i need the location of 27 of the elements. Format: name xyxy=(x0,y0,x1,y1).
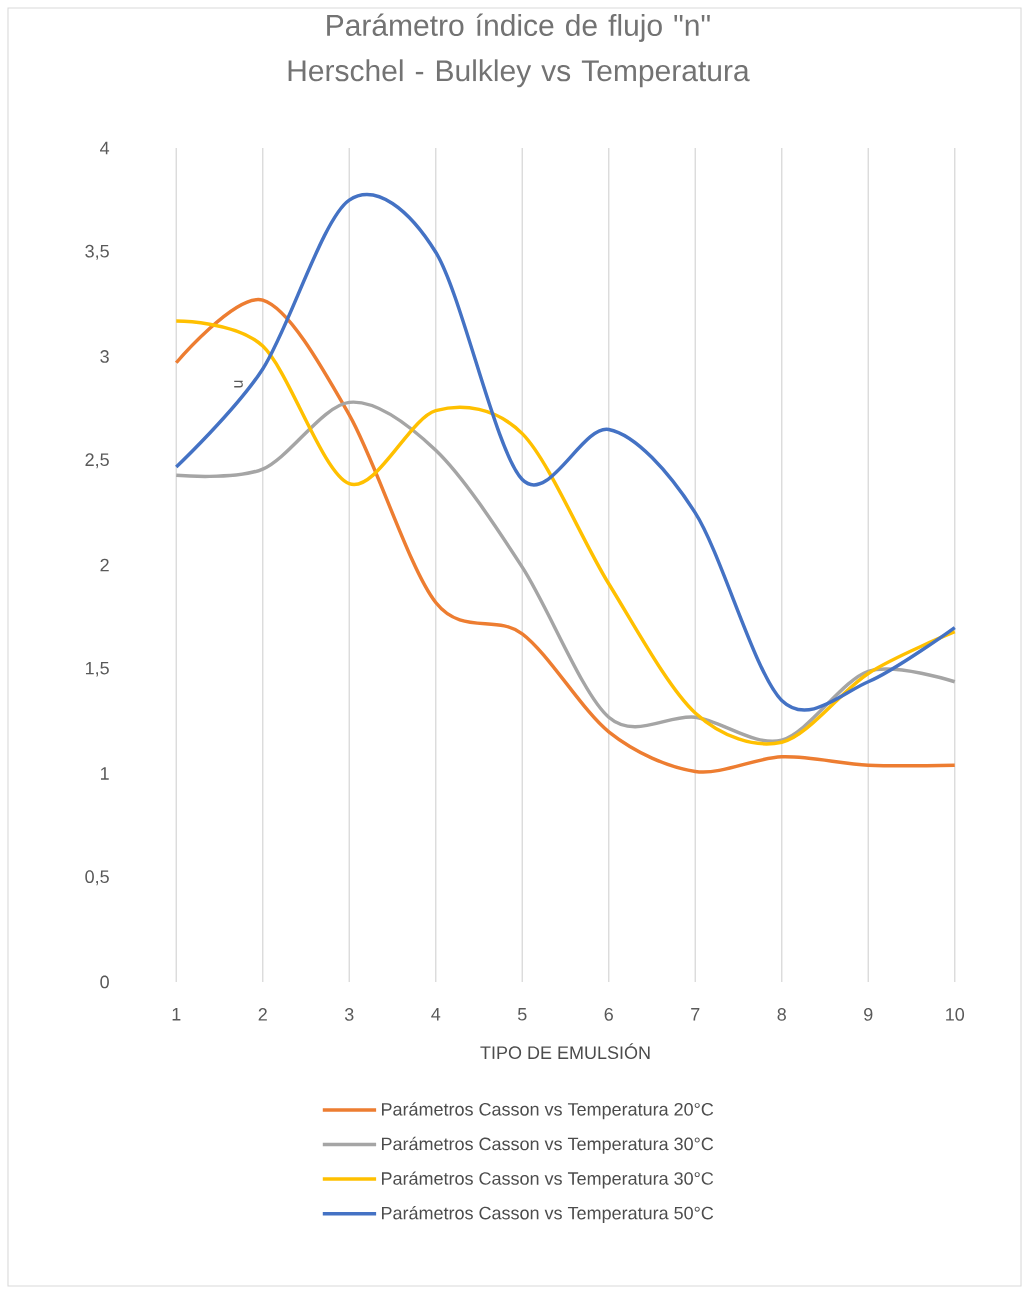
y-tick-label: 0 xyxy=(100,975,109,989)
legend-label: Parámetros Casson vs Temperatura 50°C xyxy=(382,1206,714,1224)
line-series xyxy=(174,400,957,743)
legend-label: Parámetros Casson vs Temperatura 20°C xyxy=(382,1102,714,1120)
x-tick-label: 8 xyxy=(777,1008,786,1021)
x-axis-title: TIPO DE EMULSIÓN xyxy=(480,1043,650,1060)
y-tick-label: 0,5 xyxy=(85,870,109,886)
y-tick-label: 3 xyxy=(100,350,109,363)
x-tick-label: 4 xyxy=(431,1008,441,1021)
legend-label: Parámetros Casson vs Temperatura 30°C xyxy=(382,1136,714,1154)
y-tick-label: 1 xyxy=(100,767,109,780)
x-tick-label: 3 xyxy=(344,1008,354,1021)
y-tick-label: 2 xyxy=(100,558,109,572)
x-tick-label: 10 xyxy=(946,1008,965,1021)
x-tick-label: 9 xyxy=(864,1008,873,1021)
x-tick-label: 5 xyxy=(517,1008,527,1021)
x-tick-label: 6 xyxy=(604,1008,613,1021)
x-tick-label: 1 xyxy=(172,1008,181,1021)
y-tick-label: 1,5 xyxy=(85,661,109,677)
y-tick-label: 3,5 xyxy=(85,244,109,260)
y-tick-label: 4 xyxy=(100,141,110,155)
y-axis-title: n xyxy=(234,380,243,388)
legend-label: Parámetros Casson vs Temperatura 30°C xyxy=(382,1171,714,1189)
x-tick-label: 7 xyxy=(691,1008,700,1021)
y-tick-label: 2,5 xyxy=(85,453,109,469)
chart-title: Parámetro índice de flujo "n" Herschel - Bulkley vs Temperatura xyxy=(288,13,750,88)
x-tick-label: 2 xyxy=(258,1008,267,1021)
